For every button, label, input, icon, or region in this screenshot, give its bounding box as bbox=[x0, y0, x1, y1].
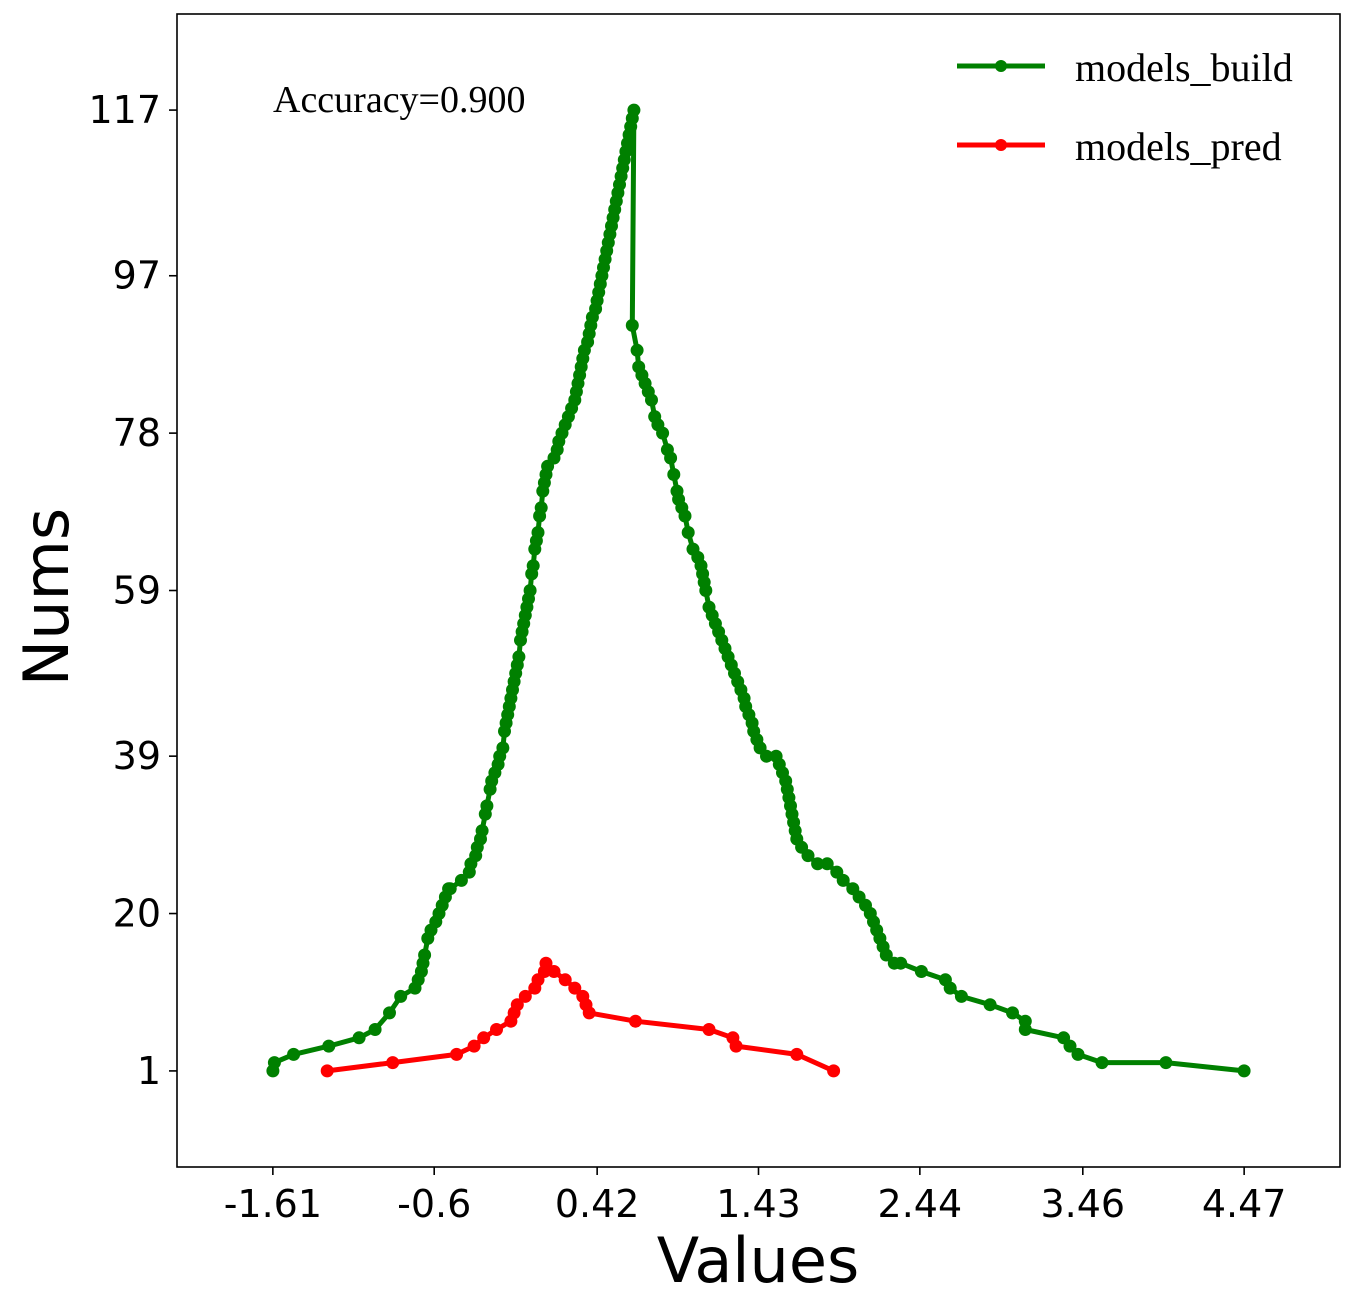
data-point-models-pred bbox=[518, 989, 532, 1003]
data-point-models-build bbox=[894, 956, 908, 970]
data-point-models-build bbox=[480, 799, 494, 813]
data-point-models-build bbox=[879, 948, 893, 962]
legend: models_build models_pred bbox=[957, 45, 1293, 169]
x-axis: -1.61 -0.6 0.42 1.43 2.44 3.46 4.47 bbox=[224, 1167, 1287, 1226]
legend-label-models-build: models_build bbox=[1075, 45, 1293, 90]
series-models-build bbox=[266, 103, 1251, 1078]
data-point-models-pred bbox=[477, 1031, 491, 1045]
data-point-models-pred bbox=[827, 1064, 841, 1078]
data-point-models-build bbox=[454, 873, 468, 887]
data-point-models-build bbox=[667, 468, 681, 481]
x-tick-label: 2.44 bbox=[878, 1182, 963, 1226]
data-point-models-build bbox=[531, 526, 545, 539]
data-point-models-pred bbox=[729, 1039, 743, 1053]
y-tick-label: 97 bbox=[113, 254, 161, 298]
y-axis-title: Nums bbox=[10, 508, 83, 686]
data-point-models-build bbox=[352, 1031, 366, 1045]
data-point-models-build bbox=[368, 1023, 382, 1036]
data-point-models-build bbox=[523, 584, 537, 597]
data-point-models-pred bbox=[582, 1006, 596, 1020]
y-axis: 1 20 39 59 78 97 117 bbox=[88, 88, 177, 1093]
data-point-models-build bbox=[678, 509, 692, 523]
data-point-models-pred bbox=[568, 981, 582, 995]
data-point-models-build bbox=[1063, 1039, 1077, 1053]
data-point-models-pred bbox=[467, 1039, 481, 1053]
legend-marker-models-build bbox=[995, 60, 1007, 72]
data-point-models-pred bbox=[490, 1023, 503, 1036]
data-point-models-pred bbox=[386, 1056, 400, 1070]
data-point-models-build bbox=[760, 749, 773, 763]
data-point-models-pred bbox=[790, 1047, 804, 1061]
y-tick-label: 78 bbox=[113, 411, 161, 455]
data-point-models-pred bbox=[450, 1047, 464, 1061]
legend-marker-models-pred bbox=[995, 139, 1007, 151]
data-point-models-build bbox=[630, 343, 644, 357]
y-tick-label: 117 bbox=[88, 88, 161, 132]
data-point-models-build bbox=[418, 948, 432, 962]
data-point-models-build bbox=[681, 526, 695, 539]
series-line-models-pred bbox=[324, 960, 837, 1074]
series-line-models-build bbox=[270, 107, 1247, 1074]
data-point-models-pred bbox=[539, 956, 553, 970]
data-point-models-pred bbox=[320, 1064, 334, 1078]
x-tick-label: 4.47 bbox=[1202, 1182, 1287, 1226]
legend-entry-models-build: models_build bbox=[957, 45, 1293, 90]
data-point-models-build bbox=[625, 318, 639, 332]
data-point-models-build bbox=[383, 1006, 396, 1020]
series-layer bbox=[266, 103, 1251, 1078]
data-point-models-build bbox=[267, 1056, 281, 1070]
series-models-pred bbox=[320, 956, 841, 1078]
data-point-models-build bbox=[954, 989, 968, 1003]
data-point-models-build bbox=[526, 559, 540, 573]
data-point-models-build bbox=[1071, 1047, 1085, 1061]
data-point-models-build bbox=[394, 989, 408, 1003]
data-point-models-pred bbox=[702, 1023, 716, 1036]
data-point-models-build bbox=[699, 584, 713, 597]
x-tick-label: 3.46 bbox=[1040, 1182, 1125, 1226]
data-point-models-build bbox=[811, 857, 825, 871]
data-point-models-build bbox=[322, 1039, 336, 1053]
data-point-models-build bbox=[475, 824, 489, 838]
y-tick-label: 20 bbox=[113, 892, 161, 936]
data-point-models-build bbox=[512, 650, 526, 664]
legend-label-models-pred: models_pred bbox=[1075, 124, 1282, 169]
data-point-models-build bbox=[1006, 1006, 1019, 1020]
data-point-models-pred bbox=[629, 1014, 642, 1028]
data-point-models-build bbox=[914, 965, 928, 978]
y-tick-label: 59 bbox=[113, 569, 161, 613]
data-point-models-build bbox=[820, 857, 834, 871]
data-point-models-build bbox=[1018, 1023, 1032, 1036]
y-tick-label: 1 bbox=[137, 1049, 161, 1093]
data-point-models-build bbox=[1237, 1064, 1251, 1078]
x-tick-label: 1.43 bbox=[716, 1182, 801, 1226]
data-point-models-build bbox=[534, 501, 548, 515]
data-point-models-build bbox=[664, 451, 678, 465]
x-axis-title: Values bbox=[657, 1224, 860, 1297]
data-point-models-pred bbox=[558, 973, 572, 987]
data-point-models-build bbox=[983, 998, 997, 1012]
x-tick-label: 0.42 bbox=[555, 1182, 640, 1226]
y-tick-label: 39 bbox=[113, 734, 161, 778]
data-point-models-build bbox=[1159, 1056, 1173, 1070]
x-tick-label: -1.61 bbox=[224, 1182, 322, 1226]
data-point-models-build bbox=[496, 741, 510, 755]
x-tick-label: -0.6 bbox=[397, 1182, 471, 1226]
data-point-models-pred bbox=[510, 998, 524, 1012]
data-point-models-build bbox=[1095, 1056, 1109, 1070]
data-point-models-build bbox=[943, 981, 957, 995]
data-point-models-pred bbox=[547, 965, 561, 978]
data-point-models-build bbox=[656, 426, 670, 440]
data-point-models-build bbox=[836, 873, 850, 887]
data-point-models-build bbox=[443, 882, 457, 896]
data-point-models-build bbox=[627, 103, 641, 117]
plot-frame bbox=[176, 13, 1341, 1168]
data-point-models-build bbox=[801, 849, 815, 863]
accuracy-annotation: Accuracy=0.900 bbox=[273, 79, 526, 121]
legend-entry-models-pred: models_pred bbox=[957, 124, 1282, 169]
data-point-models-build bbox=[645, 393, 658, 407]
data-point-models-build bbox=[287, 1047, 301, 1061]
